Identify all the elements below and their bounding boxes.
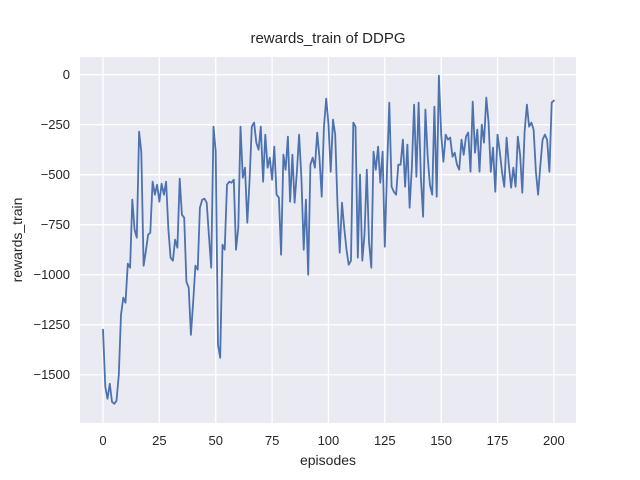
chart-title: rewards_train of DDPG <box>250 30 406 47</box>
reward-line <box>102 74 555 405</box>
x-axis-label: episodes <box>299 452 357 468</box>
y-axis-label: rewards_train <box>9 197 25 283</box>
